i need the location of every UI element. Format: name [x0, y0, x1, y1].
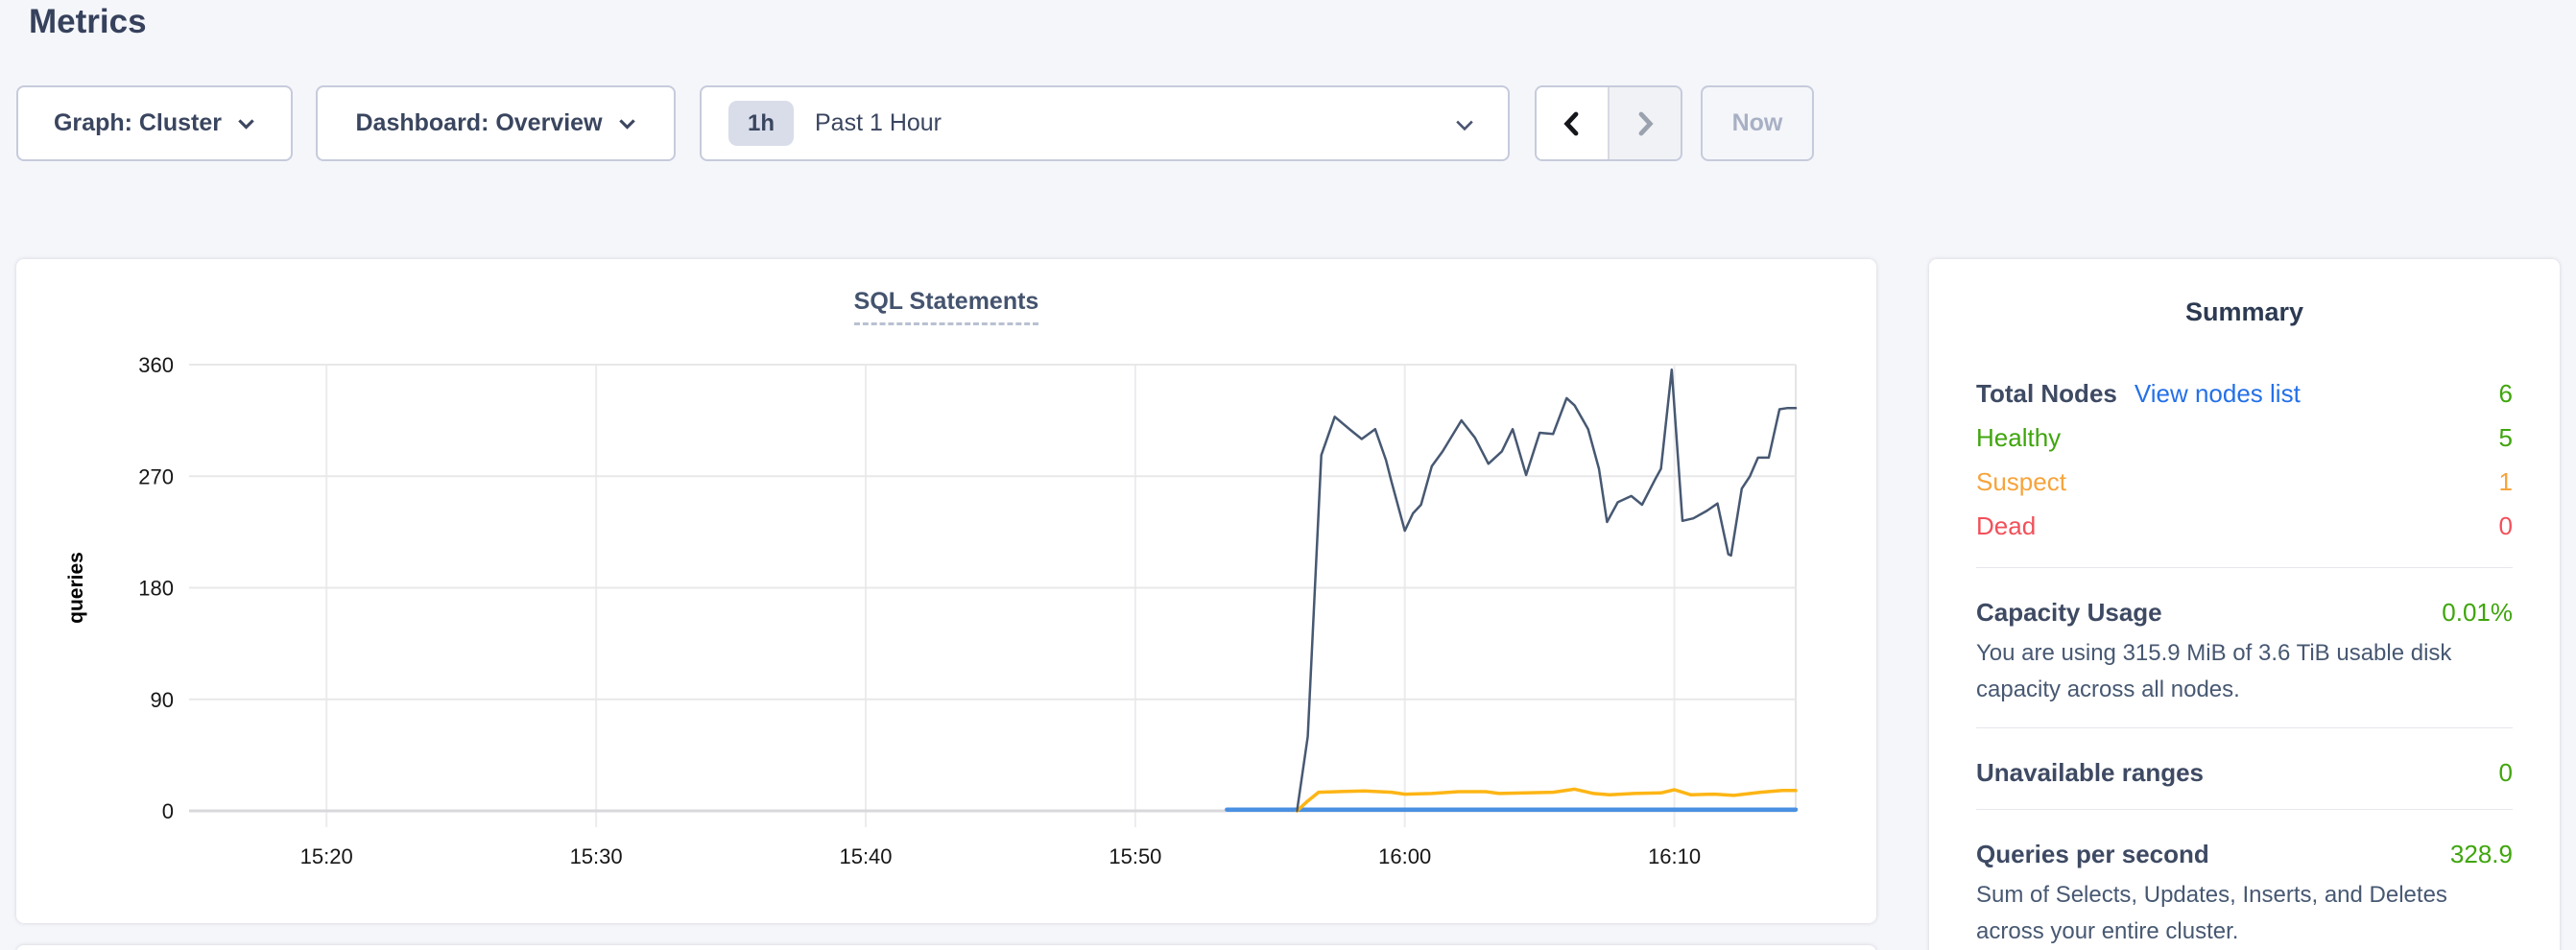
series-line-yellow — [1295, 787, 1798, 813]
summary-section-description: Sum of Selects, Updates, Inserts, and De… — [1976, 882, 2447, 944]
dashboard-dropdown[interactable]: Dashboard: Overview — [316, 85, 676, 161]
node-status-value: 1 — [2498, 466, 2513, 496]
node-status-row: Total Nodes View nodes list 6 — [1976, 371, 2513, 416]
prev-time-button[interactable] — [1537, 87, 1608, 159]
time-window-badge: 1h — [728, 101, 794, 146]
y-tick-label: 0 — [162, 799, 174, 823]
x-tick-label: 16:10 — [1648, 844, 1701, 868]
divider — [1976, 567, 2513, 568]
y-tick-label: 270 — [138, 464, 174, 488]
next-time-button[interactable] — [1608, 87, 1681, 159]
summary-section-title: Capacity Usage — [1976, 598, 2162, 627]
x-tick-label: 15:20 — [300, 844, 353, 868]
node-status-rows: Total Nodes View nodes list 6 Healthy 5 … — [1976, 371, 2513, 548]
divider — [1976, 727, 2513, 728]
summary-section-title: Unavailable ranges — [1976, 758, 2204, 787]
y-tick-label: 360 — [138, 353, 174, 377]
sql-statements-chart[interactable]: 15:20 15:30 15:40 15:50 16:00 16:10 0 90 180 270 3… — [16, 345, 1876, 902]
now-button[interactable]: Now — [1701, 85, 1814, 161]
chevron-down-icon — [618, 118, 635, 130]
x-tick-label: 15:30 — [570, 844, 623, 868]
series-line-navy — [1296, 368, 1798, 813]
summary-section-head: Capacity Usage 0.01% — [1976, 595, 2513, 629]
chart-title[interactable]: SQL Statements — [853, 288, 1039, 325]
x-tick-label: 16:00 — [1378, 844, 1431, 868]
page-title: Metrics — [29, 3, 147, 40]
summary-section: Capacity Usage 0.01% You are using 315.9… — [1976, 567, 2513, 708]
node-status-row: Healthy 5 — [1976, 416, 2513, 460]
y-tick-label: 90 — [151, 688, 174, 712]
summary-section-value: 0 — [2498, 758, 2513, 787]
time-window-selector[interactable]: 1h Past 1 Hour — [700, 85, 1510, 161]
chevron-right-icon — [1638, 111, 1654, 135]
node-status-value: 0 — [2498, 511, 2513, 540]
summary-sections: Capacity Usage 0.01% You are using 315.9… — [1976, 567, 2513, 950]
node-status-value: 5 — [2498, 422, 2513, 452]
chevron-down-icon — [238, 118, 254, 130]
y-axis-label: queries — [65, 552, 87, 624]
sql-statements-card: SQL Statements 15:20 15:30 15:40 15:50 16:00… — [16, 259, 1876, 923]
node-status-label: Dead — [1976, 511, 2037, 540]
next-chart-card — [16, 945, 1876, 950]
time-pager — [1535, 85, 1682, 161]
node-status-row: Dead 0 — [1976, 504, 2513, 548]
summary-section-value: 328.9 — [2449, 840, 2513, 868]
node-status-label: Healthy — [1976, 422, 2062, 452]
divider — [1976, 809, 2513, 810]
summary-section-head: Queries per second 328.9 — [1976, 837, 2513, 871]
summary-section-description: You are using 315.9 MiB of 3.6 TiB usabl… — [1976, 640, 2452, 702]
x-tick-label: 15:50 — [1109, 844, 1161, 868]
y-tick-label: 180 — [138, 577, 174, 601]
summary-section-value: 0.01% — [2442, 598, 2513, 627]
time-window-label: Past 1 Hour — [815, 109, 942, 136]
summary-panel: Summary Total Nodes View nodes list 6 He… — [1929, 259, 2560, 950]
node-status-row: Suspect 1 — [1976, 460, 2513, 504]
node-status-value: 6 — [2498, 378, 2513, 408]
graph-scope-label: Graph: Cluster — [53, 109, 223, 136]
chevron-down-icon — [1456, 120, 1473, 131]
view-nodes-list-link[interactable]: View nodes list — [2134, 378, 2301, 408]
x-tick-label: 15:40 — [839, 844, 892, 868]
chart-title-row: SQL Statements — [16, 288, 1876, 325]
node-status-label: Total Nodes — [1976, 378, 2117, 408]
node-status-label: Suspect — [1976, 466, 2066, 496]
chevron-left-icon — [1563, 111, 1579, 135]
graph-scope-dropdown[interactable]: Graph: Cluster — [16, 85, 293, 161]
dashboard-label: Dashboard: Overview — [355, 109, 603, 136]
summary-section-title: Queries per second — [1976, 840, 2209, 868]
summary-section: Unavailable ranges 0 — [1976, 727, 2513, 790]
summary-section: Queries per second 328.9 Sum of Selects,… — [1976, 809, 2513, 950]
summary-title: Summary — [2184, 297, 2304, 326]
summary-section-head: Unavailable ranges 0 — [1976, 755, 2513, 790]
